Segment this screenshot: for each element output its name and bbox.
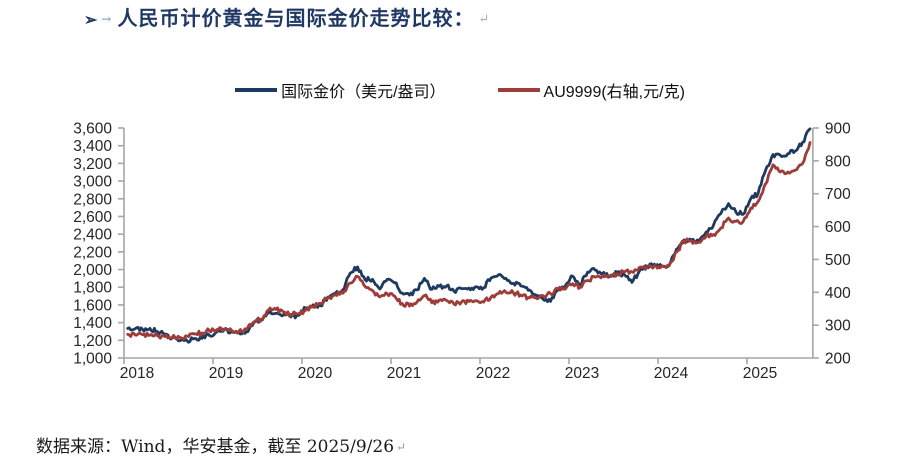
tick-label: 2020 <box>298 365 333 382</box>
au9999-line-swatch <box>497 88 540 92</box>
paragraph-return-icon: ↵ <box>396 440 407 454</box>
tick-label: 2018 <box>120 365 154 382</box>
data-source-note: 数据来源：Wind，华安基金，截至 2025/9/26 ↵ <box>36 432 406 457</box>
data-source-text: 数据来源：Wind，华安基金，截至 2025/9/26 <box>36 437 395 457</box>
chart-title: ➢ → 人民币计价黄金与国际金价走势比较： ↵ <box>84 2 489 31</box>
tick-label: 900 <box>825 121 851 138</box>
tick-label: 2025 <box>743 365 777 382</box>
tick-label: 1,600 <box>73 297 112 314</box>
intl-gold-line <box>126 127 812 344</box>
legend-item-intl-gold: 国际金价（美元/盎司） <box>235 78 446 102</box>
tick-label: 500 <box>825 252 851 269</box>
tick-label: 2,000 <box>73 262 112 279</box>
legend-label-au9999: AU9999(右轴,元/克) <box>543 84 685 101</box>
tick-label: 2,800 <box>73 191 112 208</box>
chart-title-text: 人民币计价黄金与国际金价走势比较： <box>117 6 475 30</box>
tick-label: 2019 <box>209 365 243 382</box>
legend-label-intl-gold: 国际金价（美元/盎司） <box>281 84 446 101</box>
tick-label: 2023 <box>565 365 599 382</box>
intl-gold-line-swatch <box>235 88 278 92</box>
tick-label: 800 <box>825 153 851 170</box>
tick-label: 200 <box>825 351 851 368</box>
tick-label: 300 <box>825 318 851 335</box>
au9999-line <box>126 141 812 341</box>
arrow-bullet-icon: ➢ <box>84 10 98 29</box>
tick-label: 2,400 <box>73 227 112 244</box>
tick-label: 700 <box>825 186 851 203</box>
tick-label: 3,600 <box>73 121 112 138</box>
tab-mark-icon: → <box>101 12 112 26</box>
chart-legend: 国际金价（美元/盎司） AU9999(右轴,元/克) <box>0 78 920 102</box>
legend-item-au9999: AU9999(右轴,元/克) <box>497 78 685 102</box>
paragraph-return-icon: ↵ <box>478 12 490 27</box>
tick-label: 3,000 <box>73 174 112 191</box>
tick-label: 1,000 <box>73 351 112 368</box>
tick-label: 1,800 <box>73 280 112 297</box>
tick-label: 1,400 <box>73 315 112 332</box>
tick-label: 3,200 <box>73 156 112 173</box>
tick-label: 600 <box>825 219 851 236</box>
tick-label: 400 <box>825 285 851 302</box>
tick-label: 2,200 <box>73 244 112 261</box>
tick-label: 1,200 <box>73 333 112 350</box>
tick-label: 2024 <box>654 365 689 382</box>
tick-label: 3,400 <box>73 138 112 155</box>
tick-label: 2021 <box>387 365 421 382</box>
tick-label: 2,600 <box>73 209 112 226</box>
tick-label: 2022 <box>476 365 510 382</box>
